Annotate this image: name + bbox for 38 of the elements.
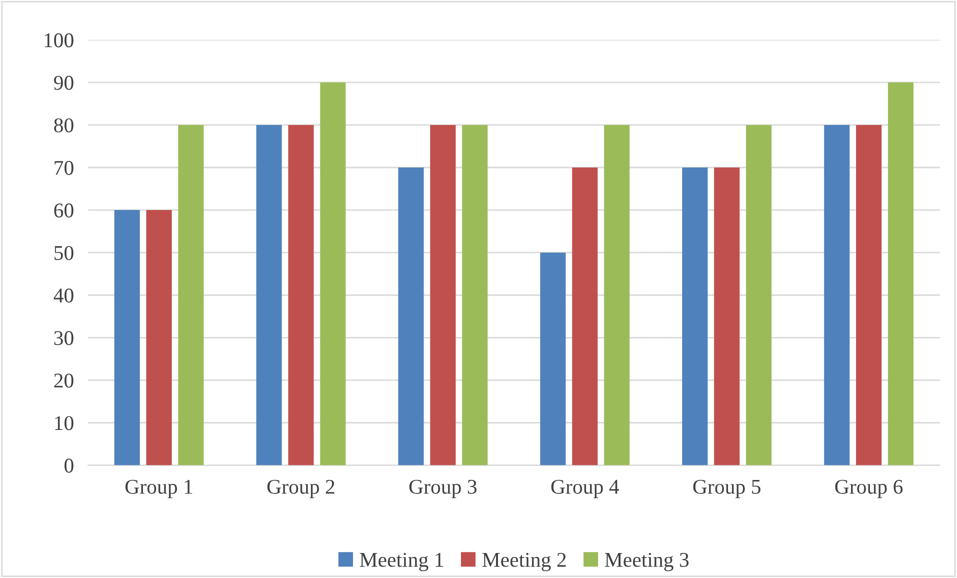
bar [746,124,772,466]
x-tick-label: Group 2 [267,480,334,498]
y-tick-label: 0 [64,458,74,473]
legend-label: Meeting 2 [482,552,566,572]
x-tick-label: Group 3 [409,480,477,498]
y-tick-label: 50 [54,246,74,260]
y-tick-label: 10 [55,416,74,430]
y-tick-label: 70 [54,160,74,175]
bar [824,124,850,466]
bar [888,82,914,466]
y-tick-label: 100 [44,33,74,48]
bar [856,124,882,466]
bar [256,124,282,466]
bar [430,124,456,466]
bar [714,168,740,466]
x-tick-label: Group 6 [835,480,903,498]
y-tick-label: 30 [54,331,74,346]
x-tick-label: Group 4 [551,480,619,498]
bar [320,82,346,466]
legend-label: Meeting 3 [604,552,689,572]
bar [178,124,204,466]
bar [288,124,314,466]
y-tick-label: 40 [54,288,74,303]
legend-label: Meeting 1 [360,552,444,572]
y-tick-label: 60 [54,203,74,218]
bar [572,168,598,466]
bar [604,124,630,466]
bar [462,124,488,466]
bar [398,168,424,466]
y-tick-label: 80 [54,118,74,132]
y-tick-label: 20 [54,374,74,388]
x-tick-label: Group 5 [693,480,760,498]
bar [540,252,566,466]
bar [114,210,140,466]
bar [146,210,172,466]
bar [682,168,708,466]
y-tick-label: 90 [54,76,74,90]
x-tick-label: Group 1 [125,480,192,498]
